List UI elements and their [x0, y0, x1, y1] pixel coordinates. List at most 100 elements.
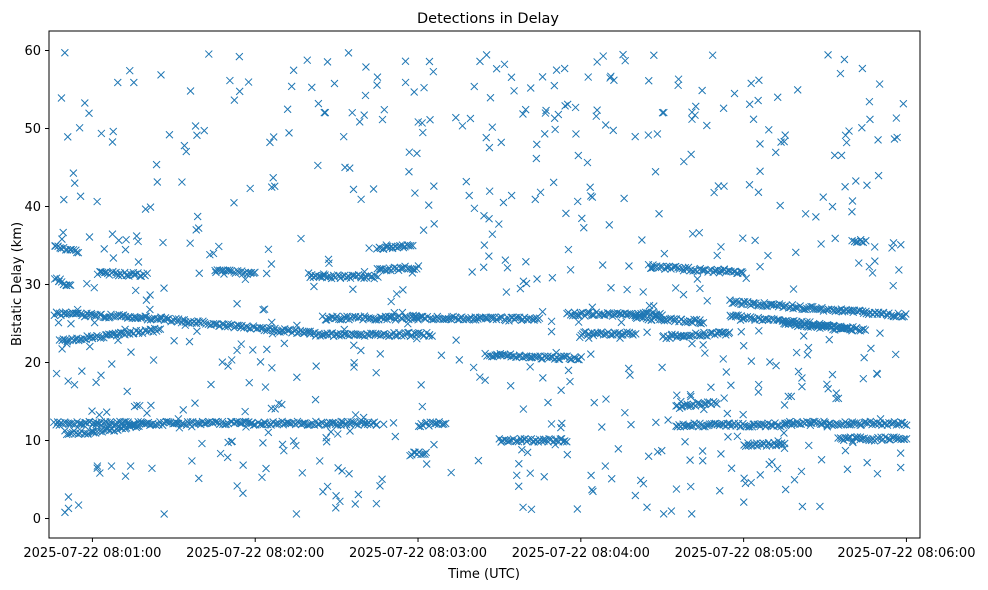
data-point	[658, 108, 667, 117]
data-point	[349, 285, 357, 294]
data-point	[227, 267, 236, 275]
data-point	[107, 360, 116, 368]
data-point	[336, 497, 344, 506]
data-point	[643, 328, 651, 337]
data-point	[360, 111, 369, 120]
data-point	[739, 410, 747, 419]
data-point	[354, 490, 363, 499]
data-point	[293, 373, 301, 382]
data-point	[745, 180, 754, 189]
data-point	[218, 358, 227, 366]
x-axis: 2025-07-22 08:01:00 2025-07-22 08:02:00 20…	[23, 538, 975, 561]
data-point	[59, 335, 68, 343]
data-point	[390, 263, 399, 272]
data-point	[870, 243, 879, 251]
data-point	[57, 94, 66, 102]
data-point	[639, 288, 648, 296]
data-point	[430, 440, 438, 449]
data-point	[649, 261, 657, 269]
data-point	[750, 299, 758, 308]
data-point	[361, 91, 370, 100]
data-point	[651, 167, 660, 176]
data-point	[533, 352, 542, 361]
data-point	[842, 138, 851, 147]
data-point	[649, 302, 658, 311]
data-point	[806, 421, 815, 430]
data-point	[727, 381, 735, 390]
data-point	[776, 201, 785, 210]
data-point	[482, 51, 491, 59]
data-point	[873, 469, 882, 478]
data-point	[346, 427, 354, 435]
data-point	[420, 83, 428, 92]
data-point	[93, 197, 101, 206]
data-point	[107, 462, 116, 470]
data-point	[88, 407, 96, 415]
data-point	[605, 221, 614, 229]
data-point	[267, 363, 276, 372]
data-point	[380, 105, 389, 114]
data-point	[369, 185, 378, 193]
data-point	[849, 438, 857, 447]
data-point	[754, 188, 763, 197]
y-tick-label: 0	[33, 512, 41, 527]
data-point	[200, 126, 209, 135]
data-point	[126, 462, 135, 470]
data-point	[562, 209, 570, 218]
data-point	[97, 129, 106, 138]
data-point	[458, 121, 467, 130]
data-point	[804, 343, 813, 352]
data-point	[830, 151, 839, 160]
data-point	[284, 326, 293, 334]
data-point	[659, 510, 668, 518]
data-point	[268, 329, 277, 338]
data-point	[834, 421, 843, 430]
data-point	[287, 419, 296, 428]
data-point	[186, 87, 195, 95]
data-point	[381, 266, 389, 275]
data-point	[590, 398, 599, 407]
data-point	[422, 418, 431, 427]
data-point	[671, 284, 680, 292]
data-point	[606, 74, 614, 82]
y-tick-label: 60	[24, 44, 41, 59]
data-point	[100, 268, 109, 277]
data-point	[418, 128, 427, 137]
data-point	[588, 193, 597, 201]
data-point	[113, 78, 122, 87]
data-point	[111, 312, 120, 321]
data-point	[540, 472, 549, 481]
data-point	[764, 438, 773, 447]
data-point	[802, 304, 811, 313]
data-point	[774, 437, 783, 445]
data-point	[777, 138, 785, 146]
data-point	[424, 201, 433, 209]
data-point	[858, 307, 867, 315]
data-point	[154, 325, 163, 334]
data-point	[346, 314, 355, 322]
data-point	[891, 350, 900, 359]
data-point	[405, 148, 414, 157]
data-point	[528, 315, 536, 324]
data-point	[193, 131, 201, 140]
data-point	[332, 491, 340, 500]
data-point	[574, 151, 583, 160]
data-point	[846, 325, 854, 334]
data-point	[773, 464, 782, 473]
data-point	[800, 305, 808, 314]
data-point	[58, 235, 66, 243]
data-point	[227, 356, 236, 364]
data-point	[674, 81, 682, 90]
data-point	[597, 423, 606, 431]
data-point	[784, 392, 793, 401]
data-point	[624, 364, 633, 373]
data-point	[379, 420, 388, 429]
data-point	[396, 264, 405, 273]
data-point	[516, 284, 525, 293]
data-point	[537, 354, 546, 363]
data-point	[715, 486, 724, 495]
data-point	[892, 114, 901, 122]
data-point	[541, 109, 550, 117]
data-point	[710, 188, 718, 197]
data-point	[563, 100, 572, 109]
